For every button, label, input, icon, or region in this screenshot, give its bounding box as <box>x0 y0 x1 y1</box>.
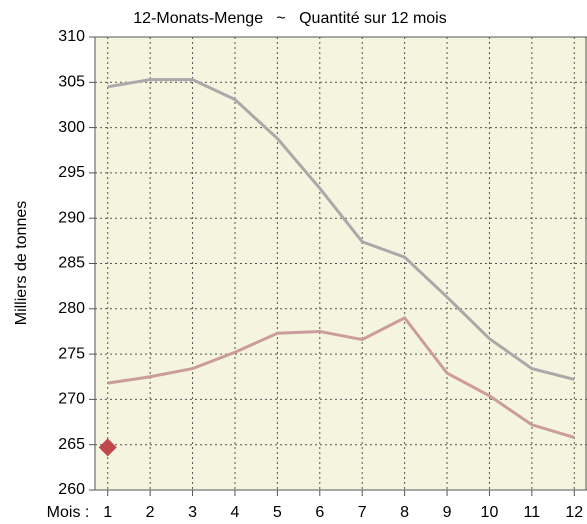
y-tick-label: 270 <box>58 391 85 408</box>
x-tick-label: 6 <box>315 504 324 521</box>
y-tick-label: 290 <box>58 209 85 226</box>
highlight-marker <box>98 438 117 457</box>
y-tick-label: 280 <box>58 300 85 317</box>
y-tick-label: 265 <box>58 436 85 453</box>
line-series <box>107 78 575 381</box>
y-tick-label: 295 <box>58 164 85 181</box>
y-tick-label: 305 <box>58 74 85 91</box>
y-tick-label: 285 <box>58 255 85 272</box>
x-tick-label: 9 <box>443 504 452 521</box>
x-tick-label: 10 <box>481 504 499 521</box>
x-tick-label: 2 <box>146 504 155 521</box>
x-tick-label: 3 <box>188 504 197 521</box>
x-axis-label: Mois : <box>47 504 90 521</box>
x-tick-label: 11 <box>524 504 541 521</box>
y-axis-label: Milliers de tonnes <box>13 201 30 326</box>
x-tick-label: 12 <box>565 504 583 521</box>
x-tick-label: 5 <box>273 504 282 521</box>
y-tick-label: 260 <box>58 481 85 498</box>
chart-title: 12-Monats-Menge ~ Quantité sur 12 mois <box>133 10 446 27</box>
plot-border <box>94 36 587 491</box>
line-series <box>107 315 575 439</box>
x-tick-label: 4 <box>231 504 240 521</box>
x-tick-label: 1 <box>103 504 112 521</box>
y-tick-label: 310 <box>58 28 85 45</box>
x-tick-label: 8 <box>400 504 409 521</box>
x-tick-label: 7 <box>358 504 367 521</box>
y-tick-label: 275 <box>58 345 85 362</box>
y-tick-label: 300 <box>58 119 85 136</box>
